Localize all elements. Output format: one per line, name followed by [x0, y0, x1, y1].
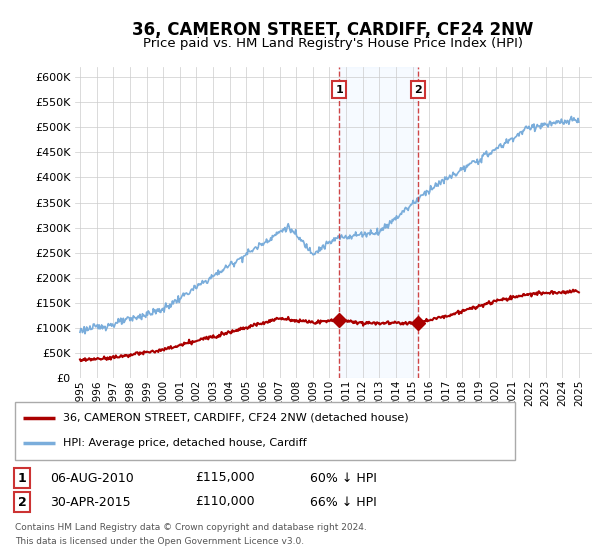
Text: 06-AUG-2010: 06-AUG-2010: [50, 472, 134, 484]
Text: 30-APR-2015: 30-APR-2015: [50, 496, 131, 508]
Text: 66% ↓ HPI: 66% ↓ HPI: [310, 496, 377, 508]
Bar: [15, 402, 515, 460]
Text: This data is licensed under the Open Government Licence v3.0.: This data is licensed under the Open Gov…: [15, 538, 304, 547]
Bar: [339, 67, 418, 378]
Text: 1: 1: [335, 85, 343, 95]
Text: 36, CAMERON STREET, CARDIFF, CF24 2NW: 36, CAMERON STREET, CARDIFF, CF24 2NW: [133, 21, 533, 39]
Text: 60% ↓ HPI: 60% ↓ HPI: [310, 472, 377, 484]
Text: 1: 1: [17, 472, 26, 484]
Text: HPI: Average price, detached house, Cardiff: HPI: Average price, detached house, Card…: [63, 438, 307, 448]
Text: Contains HM Land Registry data © Crown copyright and database right 2024.: Contains HM Land Registry data © Crown c…: [15, 524, 367, 533]
Text: Price paid vs. HM Land Registry's House Price Index (HPI): Price paid vs. HM Land Registry's House …: [143, 37, 523, 50]
Text: £110,000: £110,000: [195, 496, 254, 508]
Text: 36, CAMERON STREET, CARDIFF, CF24 2NW (detached house): 36, CAMERON STREET, CARDIFF, CF24 2NW (d…: [63, 413, 409, 423]
Text: £115,000: £115,000: [195, 472, 254, 484]
Text: 2: 2: [17, 496, 26, 508]
Text: 2: 2: [414, 85, 422, 95]
